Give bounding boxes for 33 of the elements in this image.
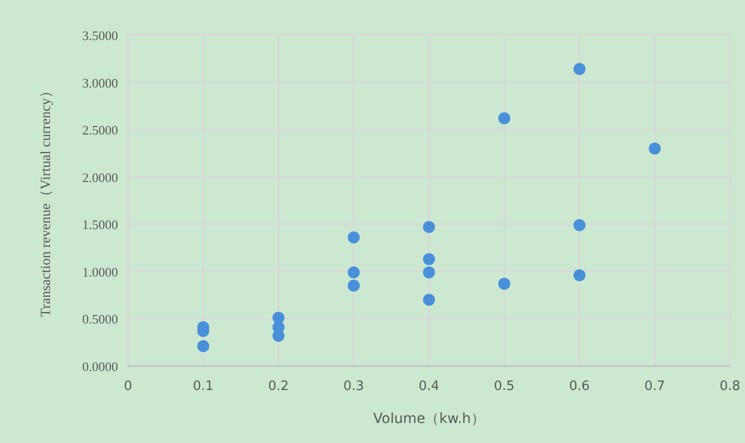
x-tick-label: 0.8 — [720, 379, 740, 394]
point — [197, 340, 210, 352]
point — [348, 266, 360, 278]
point — [574, 63, 586, 76]
point — [423, 266, 435, 278]
y-axis-title: Transaction revenue（Virtual currency） — [39, 84, 54, 317]
point — [498, 278, 510, 290]
point — [574, 219, 586, 232]
x-tick-label: 0.7 — [644, 379, 666, 394]
x-tick-label: 0.4 — [418, 379, 440, 394]
point — [423, 253, 435, 266]
x-tick-label: 0.2 — [268, 379, 289, 394]
x-tick-label: 0.3 — [343, 379, 364, 394]
point — [574, 269, 586, 282]
x-tick-label: 0.1 — [192, 379, 214, 394]
x-tick-label: 0.6 — [569, 379, 590, 394]
point — [648, 142, 661, 154]
x-axis-title: Volume（kw.h） — [373, 411, 485, 427]
point — [423, 220, 435, 233]
point — [348, 280, 360, 292]
y-tick-label: 3.5000 — [82, 28, 118, 43]
y-tick-label: 1.0000 — [82, 264, 118, 280]
y-tick-label: 0.0000 — [82, 359, 118, 374]
y-tick-label: 0.5000 — [82, 312, 118, 327]
y-tick-label: 1.5000 — [82, 217, 118, 232]
x-tick-label: 0 — [124, 379, 132, 394]
y-tick-label: 3.0000 — [82, 75, 118, 90]
y-tick-label: 2.0000 — [82, 170, 118, 185]
point — [423, 294, 435, 306]
y-tick-label: 2.5000 — [82, 122, 118, 138]
point — [348, 231, 360, 244]
point — [498, 112, 510, 124]
x-tick-label: 0.5 — [494, 379, 515, 394]
